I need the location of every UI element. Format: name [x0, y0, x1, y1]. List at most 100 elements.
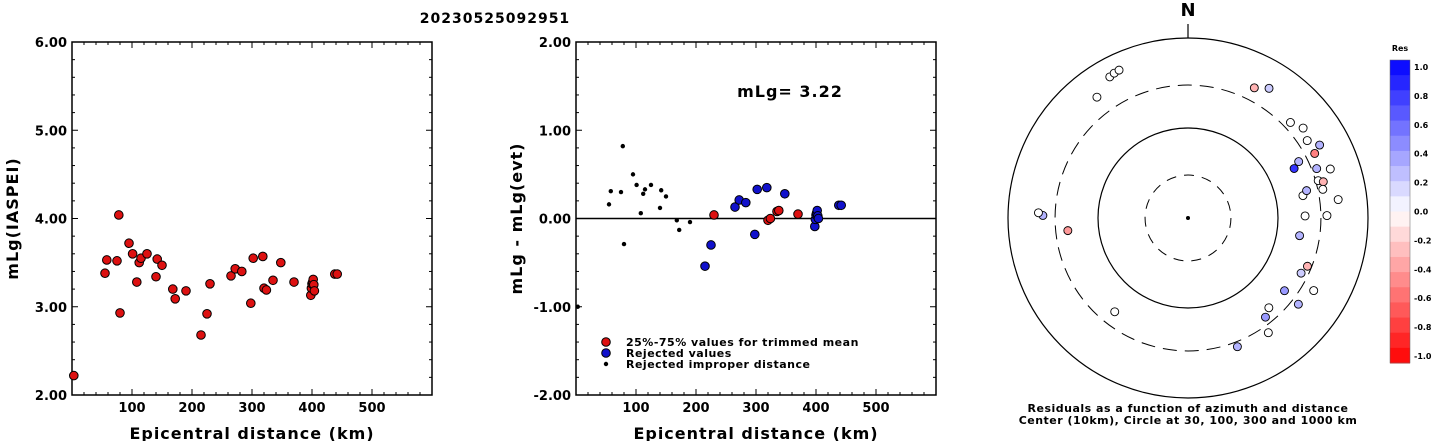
station-residual-point — [1310, 149, 1320, 158]
data-point — [246, 298, 256, 309]
colorbar-swatch — [1390, 317, 1410, 334]
colorbar-swatch — [1390, 135, 1410, 152]
data-point — [309, 286, 320, 296]
x-tick-label: 500 — [862, 401, 889, 416]
rejected-distance-point — [621, 241, 627, 247]
x-tick-label: 100 — [118, 401, 145, 416]
data-point — [276, 257, 286, 268]
rejected-value-point — [762, 182, 772, 193]
station-residual-point — [1289, 164, 1299, 173]
station-residual-point — [1315, 140, 1325, 150]
data-point — [114, 210, 124, 220]
data-point — [69, 370, 79, 381]
rejected-distance-point — [659, 188, 664, 193]
station-residual-point — [1300, 211, 1310, 221]
rejected-distance-point — [634, 182, 639, 188]
colorbar-label: -1.0 — [1414, 352, 1432, 361]
x-tick-label: 400 — [298, 401, 325, 416]
station-residual-point — [1261, 312, 1270, 322]
colorbar-label: -0.6 — [1414, 294, 1432, 303]
station-residual-point — [1293, 299, 1303, 309]
y-tick-label: 2.00 — [539, 36, 571, 51]
data-point — [112, 256, 122, 266]
y-tick-label: 6.00 — [35, 36, 67, 51]
station-residual-point — [1249, 83, 1259, 93]
y-tick-label: 2.00 — [35, 389, 67, 404]
x-tick-label: 100 — [622, 401, 649, 416]
data-point — [142, 249, 152, 259]
trimmed-mean-point — [774, 205, 784, 216]
station-residual-point — [1285, 118, 1295, 127]
colorbar-swatch — [1390, 90, 1410, 106]
rejected-value-point — [750, 229, 760, 240]
station-residual-point — [1033, 208, 1043, 218]
rejected-distance-point — [606, 202, 612, 207]
polar-caption-line2: Center (10km), Circle at 30, 100, 300 an… — [1019, 414, 1358, 427]
residual-vs-distance-chart: 100 200 300 400 500 -2.00 -1.00 0.00 1.00 2.00 Epi… — [507, 36, 937, 441]
colorbar-label: 0.2 — [1414, 179, 1428, 188]
rejected-value-point — [730, 202, 740, 212]
data-point — [168, 284, 178, 294]
station-residual-point — [1263, 328, 1273, 338]
rejected-distance-point — [642, 187, 648, 192]
residual-colorbar: Res 1.0 0.8 0.6 0.4 0.2 0.0 -0.2 -0.4 -0.6 -0.8 -1.… — [1389, 44, 1432, 364]
rejected-value-point — [741, 197, 751, 208]
center-dot — [1186, 216, 1190, 220]
data-point — [258, 251, 268, 262]
rejected-value-point — [780, 188, 790, 199]
y-tick-label: -1.00 — [534, 301, 571, 316]
rejected-distance-point — [575, 304, 580, 309]
legend-label: Rejected values — [626, 347, 732, 360]
ring-300km — [1054, 84, 1322, 352]
colorbar-label: 0.6 — [1414, 121, 1429, 130]
station-residual-point — [1312, 164, 1322, 174]
legend-label: 25%-75% values for trimmed mean — [626, 336, 859, 349]
rejected-value-point — [752, 184, 763, 195]
rejected-distance-point — [674, 218, 679, 223]
data-point — [181, 286, 191, 296]
mlg-annotation: mLg= 3.22 — [737, 82, 843, 101]
x-tick-label: 200 — [682, 401, 709, 416]
station-residual-point — [1322, 211, 1332, 221]
rejected-distance-point — [620, 143, 625, 149]
station-residual-point — [1295, 231, 1305, 241]
rejected-distance-point — [687, 219, 693, 225]
rejected-value-point — [813, 213, 824, 224]
station-residual-point — [1296, 268, 1306, 278]
y-tick-label: 3.00 — [35, 301, 67, 316]
colorbar-label: 0.4 — [1414, 150, 1429, 159]
legend-marker — [601, 348, 611, 358]
data-point — [268, 275, 278, 286]
station-residual-point — [1264, 303, 1274, 313]
colorbar-swatch — [1390, 166, 1410, 182]
colorbar-swatch — [1390, 196, 1410, 212]
rejected-value-point — [706, 240, 716, 250]
y-tick-label: 4.00 — [35, 213, 67, 228]
station-residual-point — [1302, 186, 1312, 196]
colorbar-swatch — [1390, 226, 1410, 243]
colorbar-swatch — [1390, 287, 1410, 303]
legend-marker — [601, 337, 611, 347]
data-point — [261, 285, 272, 295]
station-residual-point — [1309, 286, 1319, 296]
plot-frame — [71, 41, 433, 396]
y-axis-label: mLg - mLg(evt) — [507, 143, 526, 295]
station-residual-point — [1232, 342, 1242, 352]
colorbar-swatch — [1390, 150, 1410, 167]
y-tick-label: 1.00 — [539, 124, 571, 139]
data-point — [151, 271, 161, 282]
legend-marker — [603, 361, 609, 367]
x-tick-label: 200 — [178, 401, 205, 416]
data-point — [332, 269, 343, 279]
colorbar-label: -0.8 — [1414, 323, 1432, 332]
polar-caption-line1: Residuals as a function of azimuth and d… — [1028, 402, 1349, 415]
data-point — [127, 249, 138, 259]
data-point — [157, 260, 167, 271]
data-point — [115, 308, 125, 318]
station-residual-point — [1264, 83, 1274, 93]
data-point — [196, 330, 206, 340]
rejected-distance-point — [677, 227, 682, 233]
station-residual-point — [1280, 286, 1289, 296]
station-residual-point — [1110, 307, 1120, 317]
station-residual-point — [1092, 92, 1102, 102]
